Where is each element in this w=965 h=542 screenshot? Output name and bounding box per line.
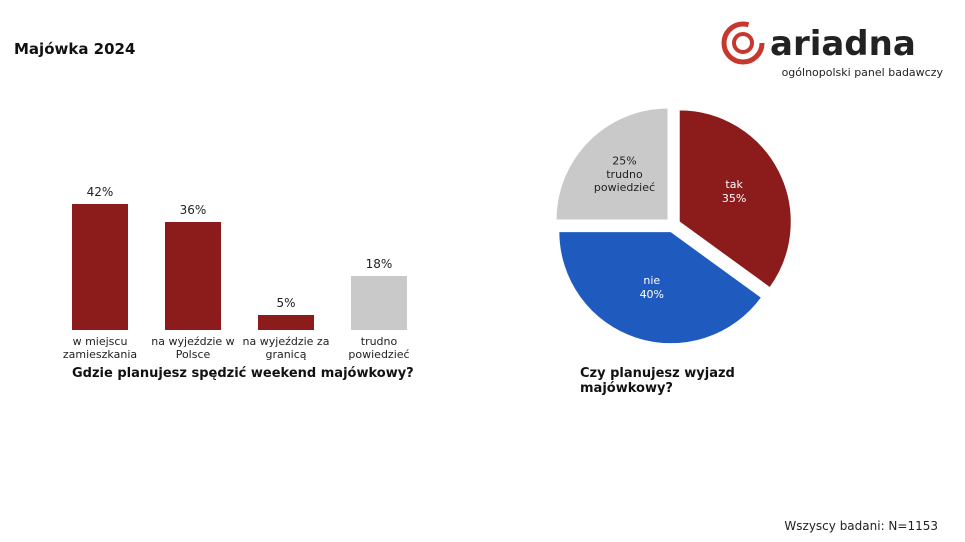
pie-slice bbox=[558, 231, 763, 345]
value-label: 36% bbox=[180, 203, 207, 217]
bar bbox=[72, 204, 128, 330]
logo-icon bbox=[721, 21, 765, 65]
pie-chart-title: Czy planujesz wyjazd majówkowy? bbox=[580, 366, 735, 396]
pie-slice bbox=[678, 109, 792, 289]
slice-value-label: 40% bbox=[640, 288, 664, 301]
value-label: 42% bbox=[87, 185, 114, 199]
logo-name: ariadna bbox=[770, 24, 916, 64]
pie-slice bbox=[555, 107, 669, 221]
bar bbox=[258, 315, 314, 330]
x-tick-label: w miejscu zamieszkania bbox=[62, 335, 138, 361]
slice-value-label: 35% bbox=[722, 192, 746, 205]
slice-label: tak bbox=[725, 178, 743, 191]
x-tick-label: na wyjeździe za granicą bbox=[242, 335, 330, 361]
bar-chart-title: Gdzie planujesz spędzić weekend majówkow… bbox=[72, 366, 414, 381]
x-tick-label: na wyjeździe w Polsce bbox=[151, 335, 235, 361]
bar bbox=[351, 276, 407, 330]
slice-label: nie bbox=[643, 274, 660, 287]
x-tick-label: trudno powiedzieć bbox=[348, 335, 410, 361]
value-label: 18% bbox=[366, 257, 393, 271]
value-label: 5% bbox=[276, 296, 295, 310]
slice-value-label: 25% bbox=[612, 154, 636, 167]
slice-label: trudno powiedzieć bbox=[593, 168, 656, 195]
bar bbox=[165, 222, 221, 330]
footnote: Wszyscy badani: N=1153 bbox=[784, 519, 938, 533]
logo-tagline: ogólnopolski panel badawczy bbox=[782, 66, 944, 79]
page-title: Majówka 2024 bbox=[14, 40, 135, 58]
